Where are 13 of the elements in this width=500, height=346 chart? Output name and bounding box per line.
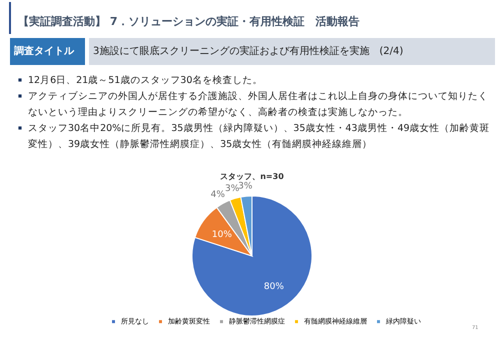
- chart-title: スタッフ、n=30: [220, 172, 284, 181]
- data-label: 4%: [210, 190, 226, 200]
- text: スタッフ30名中20%に所見有。35歳男性（緑内障疑い）、35歳女性・43歳男性・49歳女性（加齢黄斑変性）、39歳女性（静脈鬱滞性網膜症）、35歳女性（有髄網膜神経線維層）: [28, 122, 490, 150]
- pie-slice: [192, 196, 312, 316]
- data-label: 80%: [264, 282, 284, 292]
- data-label: 3%: [225, 184, 240, 194]
- data-label: 3%: [238, 181, 253, 192]
- text: 【実証調査活動】 7．ソリューションの実証・有用性検証 活動報告: [18, 15, 360, 28]
- text: 3施設にて眼底スクリーニングの実証および有用性検証を実施 (2/4): [93, 45, 404, 57]
- text: 調査タイトル: [13, 45, 75, 57]
- text: アクティブシニアの外国人が居住する介護施設、外国人居住者はこれ以上自身の身体について知りたくないという理由よりスクリーニングの希望がなく、高齢者の検査は実施しなかった。: [28, 90, 488, 118]
- text: 12月6日、21歳～51歳のスタッフ30名を検査した。: [28, 74, 262, 86]
- data-label: 10%: [212, 230, 232, 240]
